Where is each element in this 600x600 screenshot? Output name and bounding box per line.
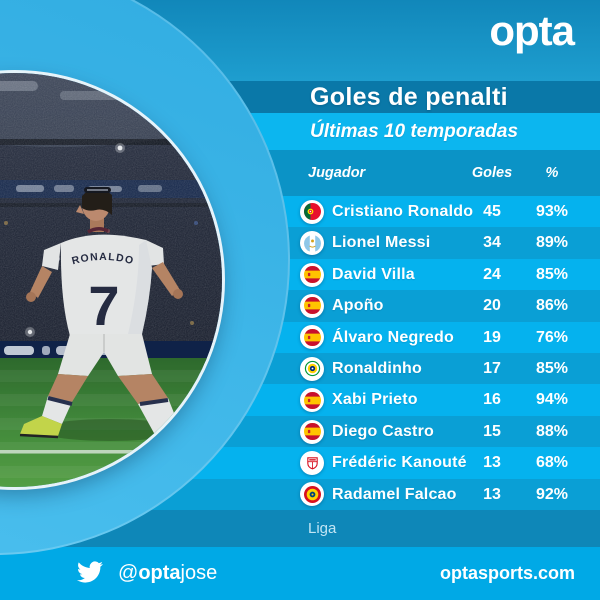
twitter-handle[interactable]: @optajose — [118, 547, 217, 600]
player-pct: 89% — [535, 234, 569, 252]
player-name: Xabi Prieto — [332, 391, 418, 409]
page-subtitle: Últimas 10 temporadas — [310, 121, 519, 142]
player-name: Cristiano Ronaldo — [332, 203, 474, 220]
player-goals: 45 — [483, 203, 501, 220]
spain-flag-icon — [300, 325, 324, 350]
player-pct: 88% — [535, 422, 569, 440]
player-pct: 85% — [535, 360, 569, 378]
spain-flag-icon — [300, 419, 324, 444]
player-goals: 16 — [483, 391, 501, 409]
player-name: Diego Castro — [332, 422, 434, 440]
column-header-pct: % — [545, 165, 559, 181]
handle-at: @ — [118, 562, 139, 584]
player-goals: 13 — [483, 485, 501, 503]
player-name: Lionel Messi — [332, 234, 431, 252]
spain-flag-icon — [300, 293, 324, 318]
player-pct: 85% — [535, 265, 569, 283]
column-header-player: Jugador — [308, 165, 366, 181]
jersey-name: RONALDO — [70, 251, 134, 267]
table-footnote: Liga — [308, 520, 337, 537]
handle-opta: opta — [138, 562, 181, 584]
player-name: Radamel Falcao — [332, 485, 457, 503]
player-pct: 92% — [535, 485, 569, 503]
player-name: Frédéric Kanouté — [332, 454, 467, 472]
player-pct: 86% — [535, 297, 569, 315]
player-goals: 13 — [483, 454, 501, 472]
footer-band — [0, 547, 600, 600]
player-goals: 17 — [483, 360, 501, 378]
handle-jose: jose — [180, 562, 218, 584]
player-goals: 24 — [483, 265, 501, 283]
jersey-number: 7 — [88, 274, 119, 337]
player-goals: 20 — [483, 297, 501, 315]
spain-flag-icon — [300, 262, 324, 287]
player-pct: 93% — [535, 203, 569, 220]
portugal-flag-icon — [300, 199, 324, 224]
brazil-flag-icon — [300, 356, 324, 381]
column-header-goals: Goles — [471, 165, 513, 181]
player-name: Ronaldinho — [332, 360, 422, 378]
page-title: Goles de penalti — [310, 83, 508, 111]
player-name: Álvaro Negredo — [332, 328, 454, 346]
player-goals: 15 — [483, 422, 501, 440]
player-goals: 19 — [483, 328, 501, 346]
player-name: David Villa — [332, 265, 415, 283]
twitter-icon — [77, 561, 103, 583]
player-pct: 76% — [535, 328, 569, 346]
argentina-flag-icon — [300, 231, 324, 256]
player-figure: RONALDO 7 — [19, 187, 196, 462]
player-goals: 34 — [483, 234, 501, 252]
site-link[interactable]: optasports.com — [439, 563, 575, 583]
colombia-flag-icon — [300, 482, 324, 507]
opta-logo: opta — [489, 7, 575, 54]
player-pct: 94% — [535, 391, 569, 409]
player-name: Apoño — [332, 297, 384, 315]
player-pct: 68% — [535, 454, 569, 472]
svg-text:RONALDO: RONALDO — [70, 251, 135, 267]
spain-flag-icon — [300, 388, 324, 413]
sevilla-flag-icon — [300, 450, 324, 475]
